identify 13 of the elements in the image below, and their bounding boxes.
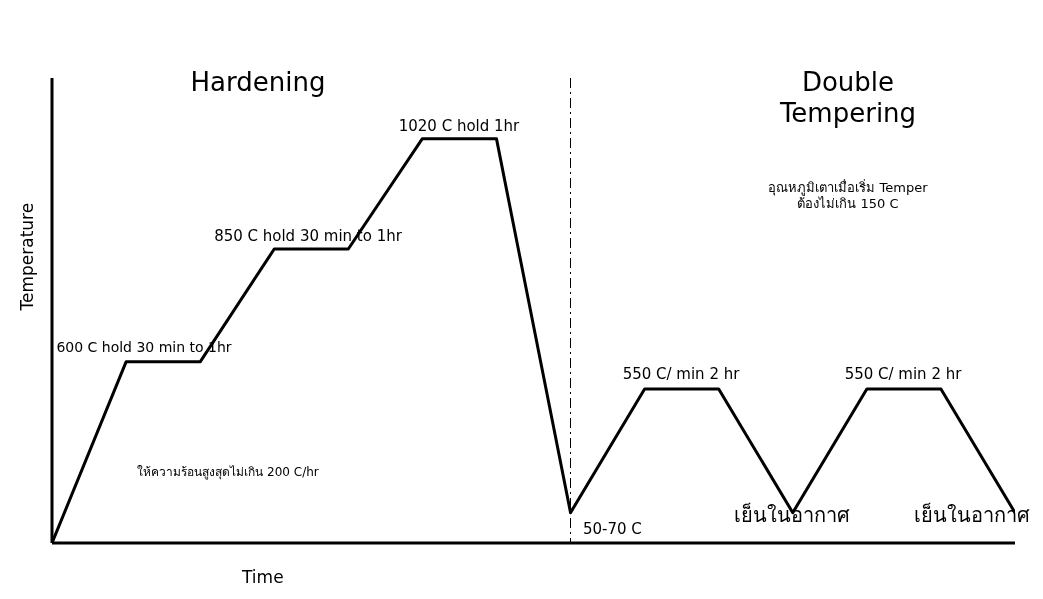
- annotation: 50-70 C: [583, 520, 642, 538]
- text: Double Tempering: [779, 67, 917, 130]
- annotation: อุณหภูมิเตาเมื่อเริ่ม Temper ต้องไม่เกิน 150 C: [768, 180, 928, 212]
- annotation: เย็นในอากาศ: [914, 503, 1030, 527]
- annotation: เย็นในอากาศ: [734, 503, 850, 527]
- text: Hardening: [190, 67, 326, 99]
- annotation: 600 C hold 30 min to 1hr: [56, 339, 232, 356]
- annotation: 550 C/ min 2 hr: [844, 365, 962, 383]
- y-axis-title: Temperature: [17, 202, 38, 312]
- annotation: 550 C/ min 2 hr: [622, 365, 740, 383]
- annotation: ให้ความร้อนสูงสุดไม่เกิน 200 C/hr: [137, 465, 319, 480]
- x-axis-title: Time: [241, 567, 284, 587]
- text: 1020 C hold 1hr: [398, 117, 520, 135]
